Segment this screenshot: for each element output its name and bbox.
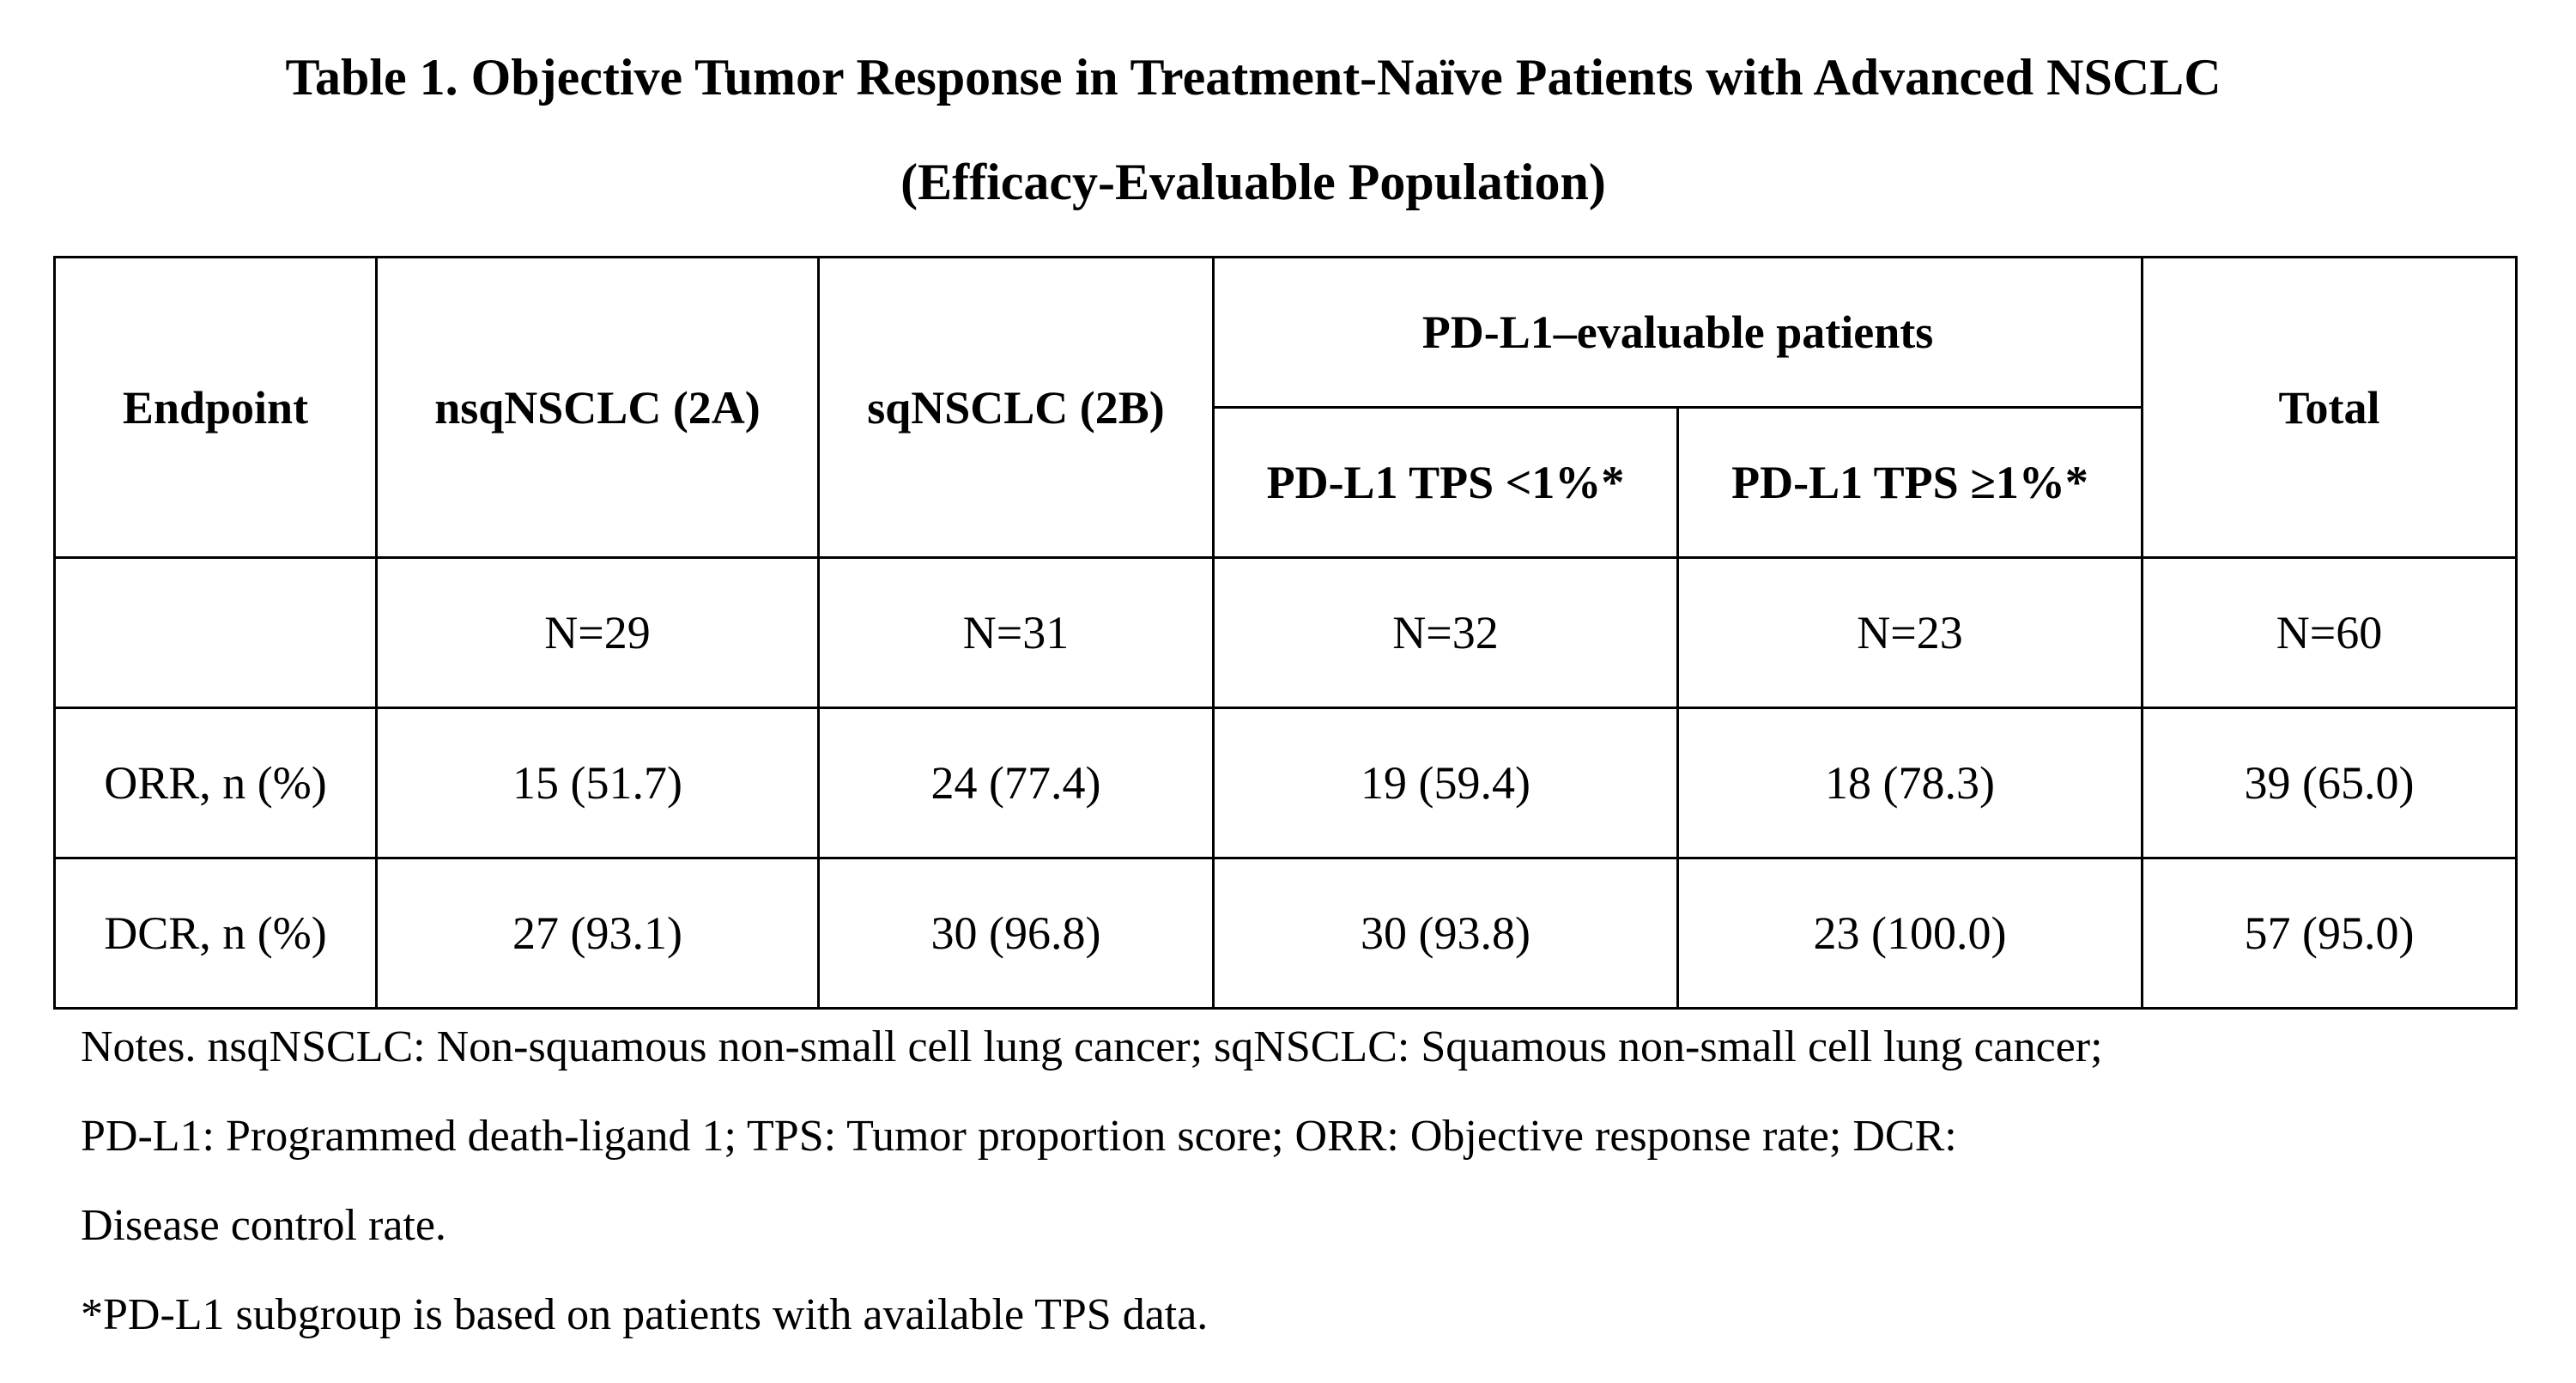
table-row: ORR, n (%) 15 (51.7) 24 (77.4) 19 (59.4)… <box>53 707 2518 859</box>
table-row: N=29 N=31 N=32 N=23 N=60 <box>53 556 2518 709</box>
cell-pdl1-high: 23 (100.0) <box>1676 857 2144 1010</box>
cell-pdl1-low: 19 (59.4) <box>1212 707 1679 859</box>
cell-pdl1-high: 18 (78.3) <box>1676 707 2144 859</box>
cell-pdl1-high: N=23 <box>1676 556 2144 709</box>
header-row: Endpoint nsqNSCLC (2A) sqNSCLC (2B) PD-L… <box>53 256 2518 559</box>
cell-sq: 30 (96.8) <box>817 857 1215 1010</box>
cell-nsq: N=29 <box>375 556 820 709</box>
row-label: ORR, n (%) <box>53 707 378 859</box>
header-nsqnsclc: nsqNSCLC (2A) <box>375 256 820 559</box>
cell-total: N=60 <box>2141 556 2518 709</box>
header-subrow: PD-L1 TPS <1%* PD-L1 TPS ≥1%* <box>55 406 2517 559</box>
header-sqnsclc: sqNSCLC (2B) <box>817 256 1215 559</box>
notes-line: Disease control rate. <box>81 1201 446 1250</box>
notes-line: PD-L1: Programmed death-ligand 1; TPS: T… <box>81 1112 1957 1161</box>
table-title: Table 1. Objective Tumor Response in Tre… <box>285 49 2221 106</box>
cell-nsq: 27 (93.1) <box>375 857 820 1010</box>
header-pdl1-group: PD-L1–evaluable patients <box>1211 256 2144 409</box>
cell-total: 57 (95.0) <box>2141 857 2518 1010</box>
cell-pdl1-low: 30 (93.8) <box>1212 857 1679 1010</box>
header-total: Total <box>2141 256 2518 559</box>
cell-sq: N=31 <box>817 556 1215 709</box>
table-row: DCR, n (%) 27 (93.1) 30 (96.8) 30 (93.8)… <box>53 857 2518 1010</box>
header-endpoint: Endpoint <box>53 256 378 559</box>
header-pdl1-low: PD-L1 TPS <1%* <box>1212 406 1679 559</box>
cell-pdl1-low: N=32 <box>1212 556 1679 709</box>
table-notes: Notes. nsqNSCLC: Non-squamous non-small … <box>81 1003 2553 1360</box>
row-label: DCR, n (%) <box>53 857 378 1010</box>
cell-nsq: 15 (51.7) <box>375 707 820 859</box>
row-label <box>53 556 378 709</box>
results-table: Endpoint nsqNSCLC (2A) sqNSCLC (2B) PD-L… <box>53 256 2518 1010</box>
header-pdl1-high: PD-L1 TPS ≥1%* <box>1676 406 2144 559</box>
cell-sq: 24 (77.4) <box>817 707 1215 859</box>
footnote: *PD-L1 subgroup is based on patients wit… <box>81 1290 1209 1339</box>
cell-total: 39 (65.0) <box>2141 707 2518 859</box>
notes-line: Notes. nsqNSCLC: Non-squamous non-small … <box>81 1022 2103 1071</box>
table-subtitle: (Efficacy-Evaluable Population) <box>900 154 1606 210</box>
